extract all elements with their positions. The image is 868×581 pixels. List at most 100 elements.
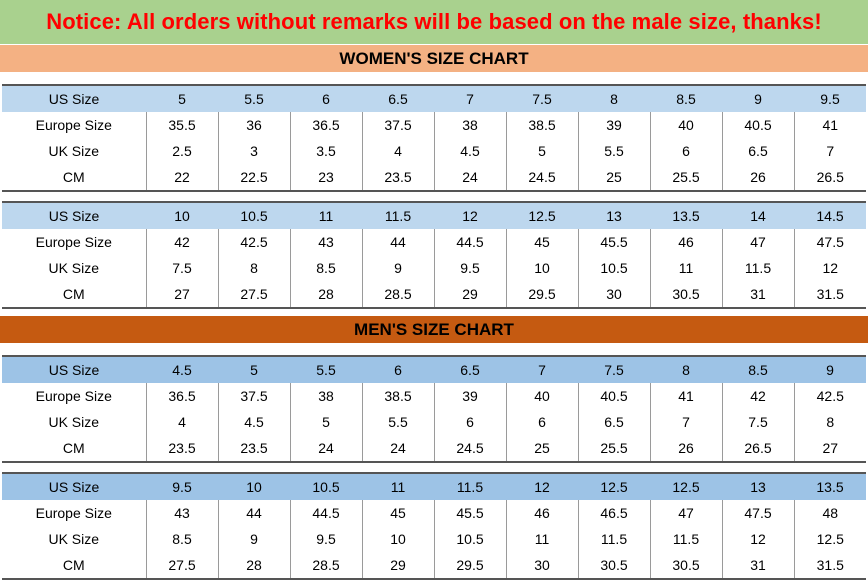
size-cell: 40 [506, 383, 579, 409]
size-cell: 27 [794, 435, 866, 463]
us-size-row: US Size 5 5.5 6 6.5 7 7.5 8 8.5 9 9.5 [2, 84, 866, 112]
size-cell: 8 [578, 84, 650, 112]
size-cell: 30.5 [650, 552, 723, 580]
size-cell: 11.5 [650, 526, 723, 552]
womens-size-chart-title: WOMEN'S SIZE CHART [0, 45, 868, 72]
size-cell: 5 [146, 84, 218, 112]
size-cell: 9 [794, 355, 866, 383]
size-cell: 4.5 [146, 355, 218, 383]
size-cell: 7 [826, 143, 835, 159]
size-cell: 36.5 [290, 112, 363, 138]
size-cell: 8.5 [290, 255, 363, 281]
size-cell: 14.5 [794, 201, 866, 229]
size-cell: 26.5 [794, 164, 866, 192]
size-cell: 8.5 [146, 526, 219, 552]
size-cell: 6.5 [722, 138, 795, 164]
size-cell: 9 [362, 255, 435, 281]
uk-size-row: UK Size 7.5 8 8.5 9 9.5 10 10.5 11 11.5 12 [2, 255, 866, 281]
europe-size-row: Europe Size 35.5 36 36.5 37.5 38 38.5 39 40 40.5 4… [2, 112, 866, 138]
size-cell: 9 [218, 526, 291, 552]
size-cell: 12.5 [578, 472, 650, 500]
us-size-row: US Size 10 10.5 11 11.5 12 12.5 13 13.5 14 14.5 [2, 201, 866, 229]
cm-row: CM 23.5 23.5 24 24 24.5 25 25.5 26 26.5 27 [2, 435, 866, 463]
size-cell: 23.5 [218, 435, 291, 463]
size-cell: 31 [722, 281, 795, 309]
size-cell: 6 [434, 409, 507, 435]
size-cell: 12 [722, 526, 795, 552]
row-label: Europe Size [2, 383, 147, 409]
size-cell: 5 [218, 355, 290, 383]
us-size-row: US Size 4.5 5 5.5 6 6.5 7 7.5 8 8.5 9 [2, 355, 866, 383]
size-cell: 12 [822, 260, 839, 276]
size-cell: 47.5 [722, 500, 795, 526]
size-cell: 27.5 [146, 552, 219, 580]
size-cell: 25.5 [650, 164, 723, 192]
size-cell: 37.5 [218, 383, 291, 409]
size-cell: 4.5 [434, 138, 507, 164]
size-cell: 10 [146, 201, 218, 229]
size-cell: 29 [434, 281, 507, 309]
womens-size-table-2: US Size 10 10.5 11 11.5 12 12.5 13 13.5 14 14.5 Eur… [2, 201, 866, 309]
size-cell: 44 [218, 500, 291, 526]
row-label: CM [2, 281, 147, 309]
row-label: US Size [2, 355, 146, 383]
size-cell: 24.5 [434, 435, 507, 463]
size-cell: 7.5 [722, 409, 795, 435]
size-cell: 45.5 [434, 500, 507, 526]
size-cell: 42.5 [218, 229, 291, 255]
size-cell: 45 [362, 500, 435, 526]
size-cell: 42.5 [816, 388, 844, 404]
uk-size-row: UK Size 4 4.5 5 5.5 6 6 6.5 7 7.5 8 [2, 409, 866, 435]
europe-size-row: Europe Size 36.5 37.5 38 38.5 39 40 40.5 41 42 42.… [2, 383, 866, 409]
size-cell: 22.5 [218, 164, 291, 192]
size-cell: 10.5 [434, 526, 507, 552]
size-cell: 40.5 [578, 383, 651, 409]
size-cell: 40 [650, 112, 723, 138]
size-cell: 9.5 [290, 526, 363, 552]
size-cell: 4 [362, 138, 435, 164]
size-cell: 47 [722, 229, 795, 255]
cm-row: CM 27 27.5 28 28.5 29 29.5 30 30.5 31 31.5 [2, 281, 866, 309]
size-cell: 24 [362, 435, 435, 463]
size-cell: 11 [506, 526, 579, 552]
size-cell: 47 [650, 500, 723, 526]
size-cell: 8.5 [722, 355, 794, 383]
size-cell: 6 [650, 138, 723, 164]
size-cell: 12.5 [816, 531, 844, 547]
size-cell: 5 [506, 138, 579, 164]
size-cell: 7 [650, 409, 723, 435]
womens-size-table-1: US Size 5 5.5 6 6.5 7 7.5 8 8.5 9 9.5 Europe Size 35… [2, 84, 866, 192]
uk-size-row: UK Size 2.5 3 3.5 4 4.5 5 5.5 6 6.5 7 [2, 138, 866, 164]
size-cell: 5.5 [290, 355, 362, 383]
size-cell: 2.5 [146, 138, 219, 164]
size-cell: 6 [506, 409, 579, 435]
size-cell: 25.5 [578, 435, 651, 463]
size-cell: 45.5 [578, 229, 651, 255]
size-cell: 40.5 [722, 112, 795, 138]
size-cell: 6 [290, 84, 362, 112]
size-cell: 13 [578, 201, 650, 229]
size-cell: 31.5 [794, 281, 866, 309]
size-cell: 11 [290, 201, 362, 229]
size-cell: 12 [434, 201, 506, 229]
size-cell: 7.5 [146, 255, 219, 281]
size-cell: 11.5 [362, 201, 434, 229]
size-cell: 25 [506, 435, 579, 463]
size-cell: 37.5 [362, 112, 435, 138]
size-cell: 13.5 [794, 472, 866, 500]
size-cell: 9.5 [146, 472, 218, 500]
size-cell: 7 [434, 84, 506, 112]
size-cell: 6.5 [434, 355, 506, 383]
size-cell: 8 [218, 255, 291, 281]
size-cell: 43 [146, 500, 219, 526]
size-cell: 5.5 [362, 409, 435, 435]
size-cell: 10 [362, 526, 435, 552]
row-label: US Size [2, 201, 146, 229]
size-cell: 12.5 [506, 201, 578, 229]
size-cell: 24 [290, 435, 363, 463]
size-cell: 38.5 [362, 383, 435, 409]
size-cell: 4.5 [218, 409, 291, 435]
mens-size-chart-title: MEN'S SIZE CHART [0, 316, 868, 343]
mens-size-table-2: US Size 9.5 10 10.5 11 11.5 12 12.5 12.5 13 13.5 Eu… [2, 472, 866, 580]
